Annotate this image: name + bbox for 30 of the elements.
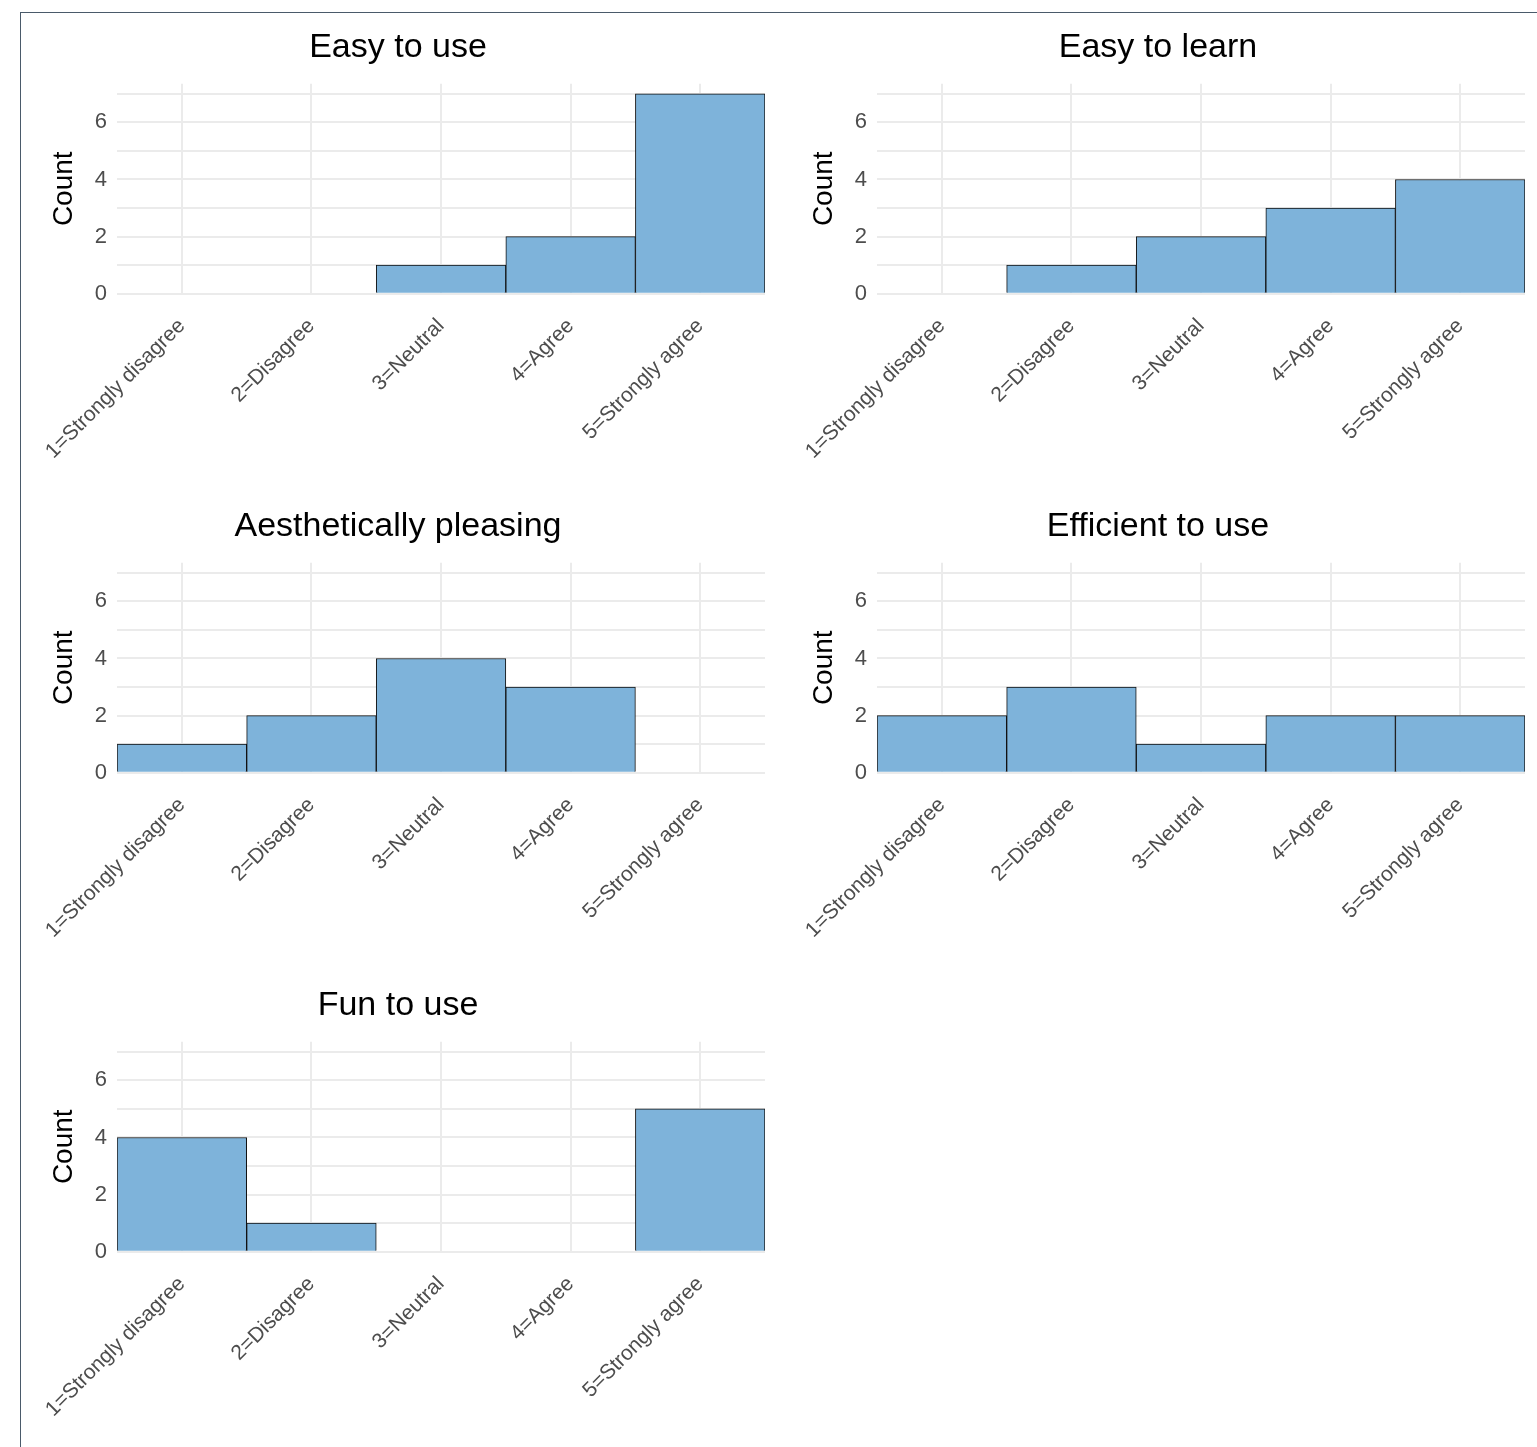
y-tick-label: 2: [854, 222, 868, 248]
y-tick-label: 0: [94, 1237, 108, 1263]
y-tick-label: 2: [94, 701, 108, 727]
y-tick-label: 4: [854, 165, 868, 191]
y-tick-label: 0: [94, 279, 108, 305]
chart-title: Easy to learn: [1058, 25, 1258, 64]
y-tick-label: 2: [854, 701, 868, 727]
y-tick-label: 6: [94, 108, 108, 134]
y-axis-title: Count: [806, 151, 838, 227]
y-tick-label: 6: [94, 587, 108, 613]
chart-title: Aesthetically pleasing: [234, 504, 562, 543]
chart-title: Fun to use: [317, 983, 479, 1022]
chart-title: Efficient to use: [1046, 504, 1270, 543]
y-tick-label: 0: [854, 758, 868, 784]
y-axis-title: Count: [46, 630, 78, 706]
y-tick-label: 4: [854, 644, 868, 670]
y-tick-label: 4: [94, 644, 108, 670]
y-tick-label: 2: [94, 1180, 108, 1206]
y-axis-title: Count: [806, 630, 838, 706]
y-tick-label: 4: [94, 165, 108, 191]
y-tick-label: 6: [854, 587, 868, 613]
y-tick-label: 2: [94, 222, 108, 248]
chart-title: Easy to use: [309, 25, 487, 64]
y-tick-label: 0: [94, 758, 108, 784]
y-axis-title: Count: [46, 151, 78, 227]
y-tick-label: 6: [854, 108, 868, 134]
y-tick-label: 0: [854, 279, 868, 305]
y-axis-title: Count: [46, 1109, 78, 1185]
y-tick-label: 6: [94, 1066, 108, 1092]
y-tick-label: 4: [94, 1123, 108, 1149]
